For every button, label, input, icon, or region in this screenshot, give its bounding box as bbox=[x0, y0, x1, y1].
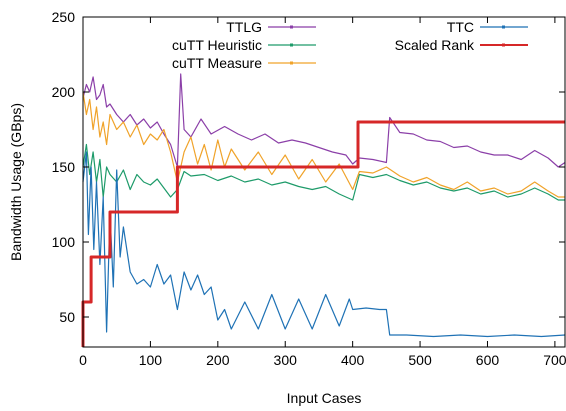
x-tick-label: 400 bbox=[341, 352, 365, 368]
x-tick-label: 200 bbox=[206, 352, 230, 368]
legend-marker-cutt-measure bbox=[290, 61, 293, 65]
series-line-cutt-measure bbox=[82, 91, 565, 198]
y-tick-label: 100 bbox=[52, 234, 76, 250]
legend-label-scaled-rank: Scaled Rank bbox=[395, 37, 475, 53]
y-tick-label: 50 bbox=[59, 309, 75, 325]
legend-marker-ttlg bbox=[290, 25, 293, 29]
axis-ticks: 0 100 200 300 400 500 600 700 50 100 150 200 250 bbox=[52, 9, 566, 368]
x-tick-label: 300 bbox=[274, 352, 298, 368]
y-axis-label: Bandwidth Usage (GBps) bbox=[8, 103, 24, 261]
series-line-ttlg bbox=[82, 73, 566, 168]
legend-label-ttlg: TTLG bbox=[226, 19, 262, 35]
y-tick-label: 250 bbox=[52, 9, 76, 25]
series-line-ttc bbox=[82, 151, 566, 338]
y-tick-label: 150 bbox=[52, 159, 76, 175]
legend-label-cutt-heuristic: cuTT Heuristic bbox=[172, 37, 262, 53]
series-layer bbox=[81, 73, 566, 347]
x-axis-label: Input Cases bbox=[287, 390, 362, 406]
x-tick-label: 700 bbox=[543, 352, 566, 368]
legend: TTLG cuTT Heuristic cuTT Measure TTC Scaled … bbox=[172, 19, 528, 71]
legend-label-cutt-measure: cuTT Measure bbox=[172, 55, 262, 71]
legend-marker-cutt-heuristic bbox=[290, 43, 293, 47]
x-tick-label: 100 bbox=[139, 352, 163, 368]
series-line-scaled-rank bbox=[81, 120, 565, 347]
x-tick-label: 0 bbox=[79, 352, 87, 368]
legend-marker-ttc bbox=[502, 25, 505, 29]
plot-frame bbox=[82, 16, 566, 348]
legend-marker-scaled-rank bbox=[502, 43, 505, 47]
x-tick-label: 500 bbox=[408, 352, 432, 368]
legend-label-ttc: TTC bbox=[447, 19, 474, 35]
series-line-cutt-heuristic bbox=[82, 143, 565, 201]
y-tick-label: 200 bbox=[52, 84, 76, 100]
x-tick-label: 600 bbox=[476, 352, 500, 368]
